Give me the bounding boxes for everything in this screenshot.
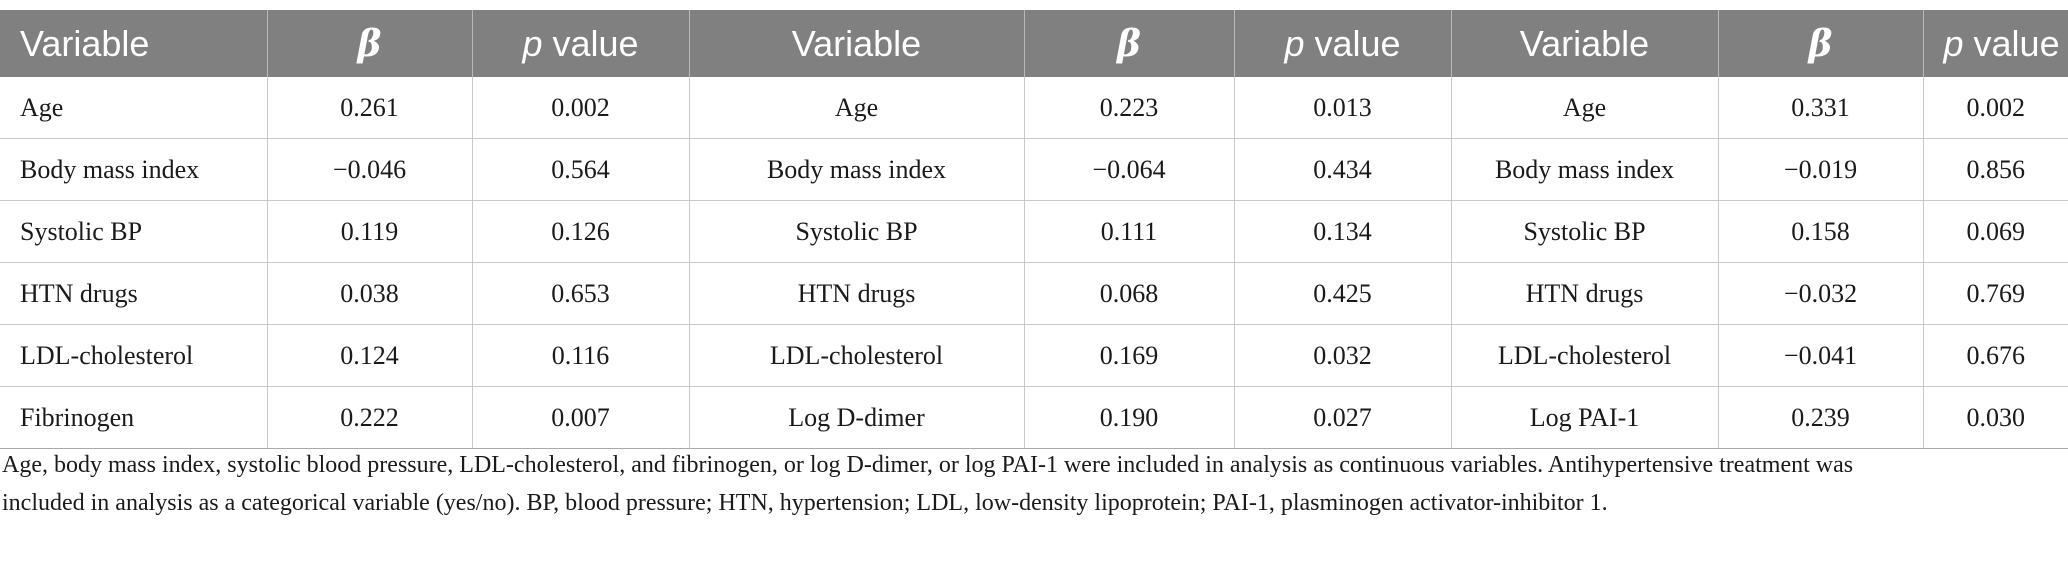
cell-model-3-p-value: 0.676 [1923,324,2068,387]
cell-model-3-variable: LDL-cholesterol [1451,324,1719,387]
header-variable-model-3: Variable [1451,10,1719,77]
cell-model-1-beta: −0.046 [267,138,473,201]
cell-model-3-p-value: 0.030 [1923,386,2068,449]
cell-model-2-p-value: 0.032 [1234,324,1452,387]
beta-symbol: β [1117,22,1141,65]
cell-model-2-variable: LDL-cholesterol [689,324,1025,387]
header-variable-model-2: Variable [689,10,1025,77]
cell-model-3-beta: −0.032 [1718,262,1924,325]
cell-model-3-variable: Age [1451,77,1719,139]
p-value-label: value [1304,22,1401,64]
cell-model-1-beta: 0.119 [267,200,473,263]
cell-model-3-variable: Log PAI-1 [1451,386,1719,449]
cell-model-2-p-value: 0.434 [1234,138,1452,201]
table-row: Age 0.261 0.002 Age 0.223 0.013 Age 0.331 0.002 [0,77,2068,139]
cell-model-2-variable: Age [689,77,1025,139]
p-symbol: p [522,22,543,64]
table-row: Systolic BP 0.119 0.126 Systolic BP 0.111 0.1… [0,200,2068,263]
p-value-label: value [542,22,639,64]
header-beta-model-3: β [1718,10,1924,77]
regression-table-container: Variable β p value Variable β p value Variable… [0,10,2068,449]
beta-symbol: β [357,22,382,65]
cell-model-2-variable: HTN drugs [689,262,1025,325]
cell-model-3-variable: Systolic BP [1451,200,1719,263]
header-beta-model-1: β [267,10,473,77]
cell-model-1-beta: 0.124 [267,324,473,387]
cell-model-3-p-value: 0.856 [1923,138,2068,201]
cell-model-2-beta: 0.111 [1024,200,1235,263]
table-header: Variable β p value Variable β p value Variable… [0,10,2068,77]
header-p-value-model-2: p value [1234,10,1452,77]
cell-model-2-variable: Body mass index [689,138,1025,201]
table-row: Fibrinogen 0.222 0.007 Log D-dimer 0.190 0.02… [0,386,2068,449]
cell-model-3-p-value: 0.002 [1923,77,2068,139]
cell-model-1-p-value: 0.564 [472,138,690,201]
cell-model-2-beta: 0.169 [1024,324,1235,387]
table-footnote: Age, body mass index, systolic blood pre… [2,446,2060,522]
cell-model-2-variable: Systolic BP [689,200,1025,263]
header-p-value-model-1: p value [472,10,690,77]
cell-model-3-variable: HTN drugs [1451,262,1719,325]
header-p-value-model-3: p value [1923,10,2068,77]
cell-model-3-variable: Body mass index [1451,138,1719,201]
cell-model-1-variable: Age [0,77,268,139]
cell-model-1-variable: Fibrinogen [0,386,268,449]
regression-table: Variable β p value Variable β p value Variable… [0,10,2068,449]
cell-model-1-p-value: 0.653 [472,262,690,325]
header-beta-model-2: β [1024,10,1235,77]
cell-model-1-variable: HTN drugs [0,262,268,325]
cell-model-1-beta: 0.222 [267,386,473,449]
cell-model-3-beta: −0.041 [1718,324,1924,387]
table-body: Age 0.261 0.002 Age 0.223 0.013 Age 0.331 0.002 B… [0,77,2068,449]
cell-model-1-p-value: 0.126 [472,200,690,263]
cell-model-3-p-value: 0.069 [1923,200,2068,263]
cell-model-2-p-value: 0.134 [1234,200,1452,263]
cell-model-2-variable: Log D-dimer [689,386,1025,449]
cell-model-2-beta: 0.190 [1024,386,1235,449]
cell-model-2-beta: −0.064 [1024,138,1235,201]
cell-model-2-beta: 0.068 [1024,262,1235,325]
cell-model-2-p-value: 0.425 [1234,262,1452,325]
cell-model-1-p-value: 0.007 [472,386,690,449]
cell-model-1-variable: LDL-cholesterol [0,324,268,387]
cell-model-3-beta: 0.158 [1718,200,1924,263]
p-symbol: p [1284,22,1305,64]
cell-model-3-beta: 0.331 [1718,77,1924,139]
cell-model-2-p-value: 0.013 [1234,77,1452,139]
cell-model-3-beta: −0.019 [1718,138,1924,201]
footnote-line-2: included in analysis as a categorical va… [2,490,1608,516]
table-row: Body mass index −0.046 0.564 Body mass inde… [0,138,2068,201]
cell-model-2-p-value: 0.027 [1234,386,1452,449]
beta-symbol: β [1808,22,1833,65]
p-value-label: value [1963,22,2060,64]
cell-model-1-variable: Systolic BP [0,200,268,263]
cell-model-1-beta: 0.038 [267,262,473,325]
header-row: Variable β p value Variable β p value Variable… [0,10,2068,77]
cell-model-1-p-value: 0.002 [472,77,690,139]
cell-model-1-beta: 0.261 [267,77,473,139]
cell-model-1-p-value: 0.116 [472,324,690,387]
table-row: LDL-cholesterol 0.124 0.116 LDL-cholesterol… [0,324,2068,387]
footnote-line-1: Age, body mass index, systolic blood pre… [2,452,1854,478]
p-symbol: p [1943,22,1964,64]
table-row: HTN drugs 0.038 0.653 HTN drugs 0.068 0.425 HT… [0,262,2068,325]
cell-model-1-variable: Body mass index [0,138,268,201]
cell-model-3-p-value: 0.769 [1923,262,2068,325]
cell-model-2-beta: 0.223 [1024,77,1235,139]
header-variable-model-1: Variable [0,10,268,77]
cell-model-3-beta: 0.239 [1718,386,1924,449]
